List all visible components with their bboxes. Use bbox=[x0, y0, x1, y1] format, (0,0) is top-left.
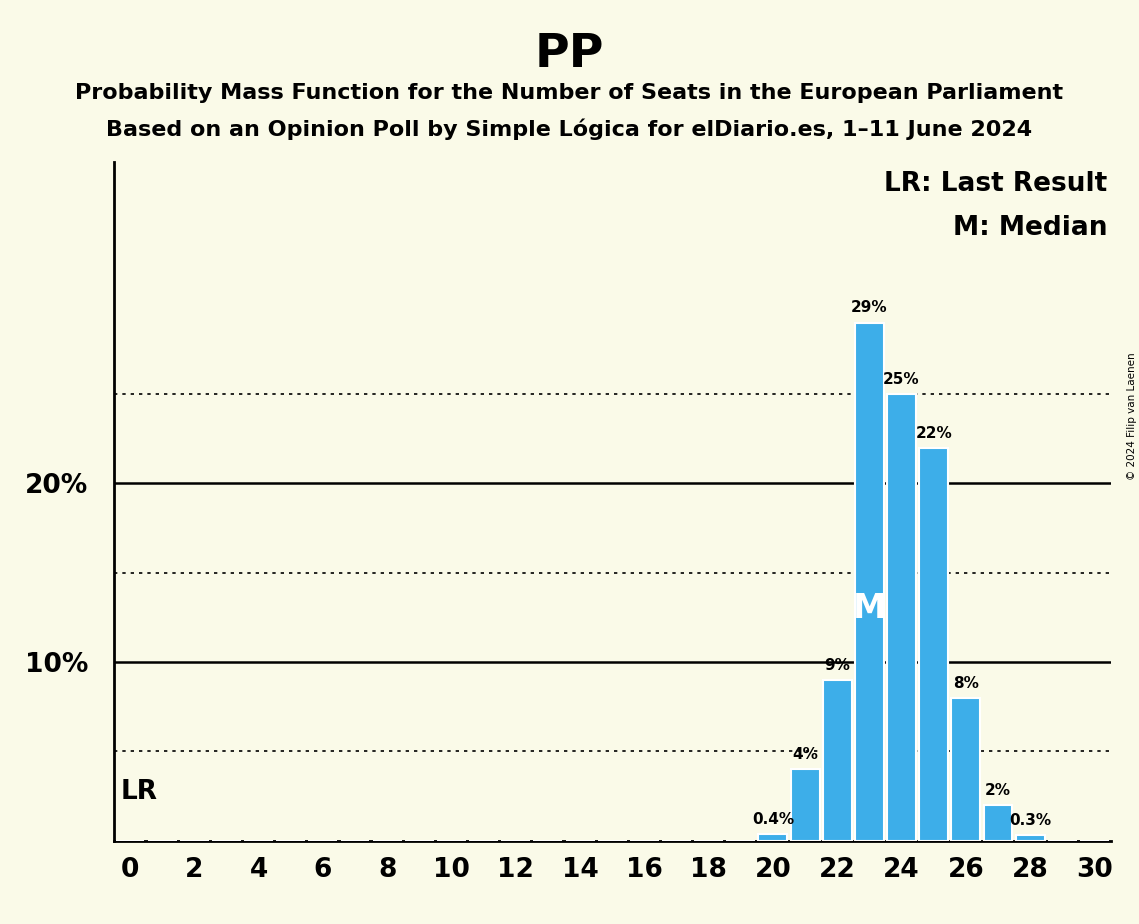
Bar bbox=[759, 833, 787, 841]
Text: M: M bbox=[853, 592, 886, 625]
Text: © 2024 Filip van Laenen: © 2024 Filip van Laenen bbox=[1126, 352, 1137, 480]
Bar bbox=[822, 680, 852, 841]
Text: PP: PP bbox=[534, 32, 605, 78]
Text: M: Median: M: Median bbox=[953, 215, 1107, 241]
Bar bbox=[855, 322, 884, 841]
Text: 0.3%: 0.3% bbox=[1009, 813, 1051, 828]
Text: 9%: 9% bbox=[825, 658, 850, 673]
Text: 2%: 2% bbox=[985, 783, 1011, 798]
Text: LR: LR bbox=[121, 779, 157, 805]
Bar bbox=[1016, 835, 1044, 841]
Bar bbox=[887, 394, 916, 841]
Bar bbox=[951, 698, 981, 841]
Text: 22%: 22% bbox=[916, 426, 952, 441]
Bar bbox=[984, 805, 1013, 841]
Text: Probability Mass Function for the Number of Seats in the European Parliament: Probability Mass Function for the Number… bbox=[75, 83, 1064, 103]
Bar bbox=[919, 447, 948, 841]
Text: 29%: 29% bbox=[851, 300, 887, 315]
Text: 8%: 8% bbox=[953, 675, 978, 691]
Text: Based on an Opinion Poll by Simple Lógica for elDiario.es, 1–11 June 2024: Based on an Opinion Poll by Simple Lógic… bbox=[106, 118, 1033, 140]
Text: 4%: 4% bbox=[792, 748, 818, 762]
Text: 0.4%: 0.4% bbox=[752, 811, 794, 827]
Text: LR: Last Result: LR: Last Result bbox=[884, 171, 1107, 197]
Bar bbox=[790, 770, 820, 841]
Text: 25%: 25% bbox=[883, 371, 920, 387]
